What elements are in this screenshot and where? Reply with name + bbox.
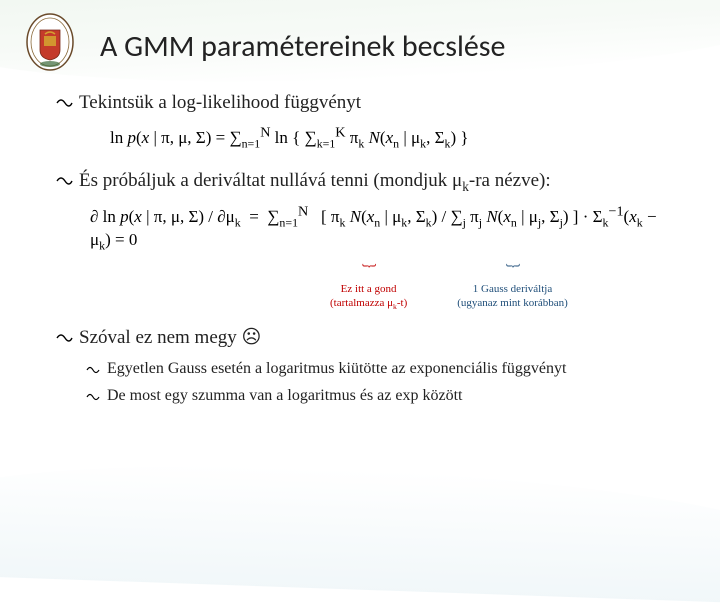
- annotation-right: ︸ 1 Gauss deriváltja (ugyanaz mint koráb…: [457, 264, 568, 312]
- bullet-1: Tekintsük a log-likelihood függvényt: [55, 91, 670, 116]
- brace-icon: ︸: [457, 264, 568, 282]
- equation-2-content: ∂ ln p(x | π, μ, Σ) / ∂μk = ∑n=1N [ πk N…: [90, 207, 657, 249]
- background-swoosh-bottom: [0, 454, 720, 605]
- bullet-icon: [85, 390, 101, 409]
- brace-icon: ︸: [330, 264, 407, 282]
- slide-title: A GMM paramétereinek becslése: [100, 28, 670, 65]
- annotation-left-line2-post: -t): [397, 297, 407, 309]
- annotation-left-line1: Ez itt a gond: [341, 283, 397, 295]
- sub-bullet-2: De most egy szumma van a logaritmus és a…: [85, 386, 670, 409]
- mu-subscript: k: [462, 179, 469, 194]
- annotation-right-line2: (ugyanaz mint korábban): [457, 297, 568, 309]
- sub-bullet-2-text: De most egy szumma van a logaritmus és a…: [107, 386, 462, 407]
- sub-bullet-1-text: Egyetlen Gauss esetén a logaritmus kiütö…: [107, 359, 566, 380]
- annotation-left: ︸ Ez itt a gond (tartalmazza μk-t): [330, 264, 407, 312]
- bullet-2-pre: És próbáljuk a deriváltat nullává tenni …: [79, 170, 452, 191]
- bullet-3-text: Szóval ez nem megy ☹: [79, 326, 261, 351]
- bullet-icon: [55, 95, 73, 116]
- bullet-2-text: És próbáljuk a deriváltat nullává tenni …: [79, 169, 551, 195]
- sub-bullet-1: Egyetlen Gauss esetén a logaritmus kiütö…: [85, 359, 670, 382]
- annotation-right-line1: 1 Gauss deriváltja: [473, 283, 552, 295]
- bullet-icon: [55, 173, 73, 194]
- university-crest-icon: [25, 12, 75, 72]
- bullet-2: És próbáljuk a deriváltat nullává tenni …: [55, 169, 670, 195]
- equation-1-content: ln p(x | π, μ, Σ) = ∑n=1N ln { ∑k=1K πk …: [110, 128, 469, 147]
- equation-2: ∂ ln p(x | π, μ, Σ) / ∂μk = ∑n=1N [ πk N…: [90, 203, 670, 253]
- slide-content: A GMM paramétereinek becslése Tekintsük …: [0, 0, 720, 433]
- annotation-left-line2-pre: (tartalmazza μ: [330, 297, 393, 309]
- annotation-group: ︸ Ez itt a gond (tartalmazza μk-t) ︸ 1 G…: [330, 264, 670, 312]
- equation-1: ln p(x | π, μ, Σ) = ∑n=1N ln { ∑k=1K πk …: [110, 124, 670, 151]
- bullet-2-post: -ra nézve):: [469, 170, 551, 191]
- bullet-icon: [55, 330, 73, 351]
- bullet-3: Szóval ez nem megy ☹: [55, 326, 670, 351]
- bullet-icon: [85, 363, 101, 382]
- bullet-1-text: Tekintsük a log-likelihood függvényt: [79, 91, 361, 116]
- mu-symbol: μ: [452, 170, 462, 191]
